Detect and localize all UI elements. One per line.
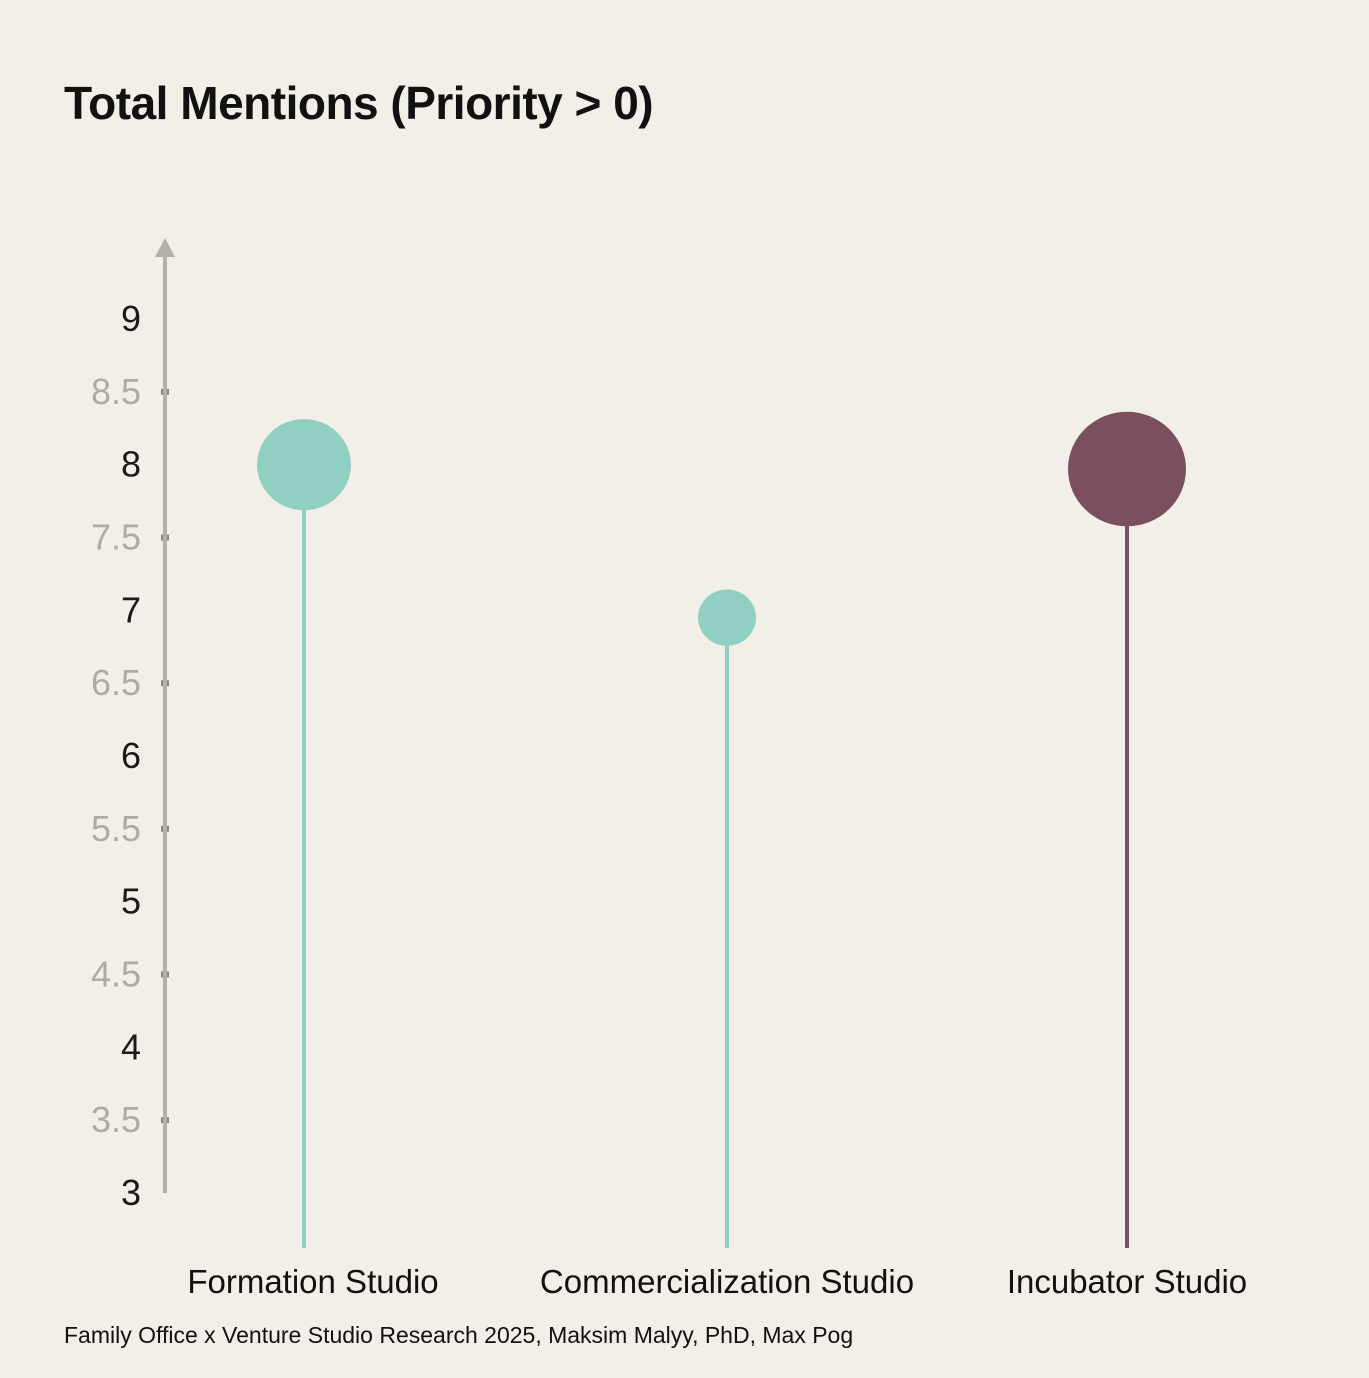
x-category-label: Commercialization Studio: [540, 1263, 914, 1300]
y-minor-tick-label: 7.5: [91, 517, 141, 558]
chart-title: Total Mentions (Priority > 0): [64, 77, 654, 129]
y-tick-label: 9: [121, 298, 141, 339]
lollipop-marker[interactable]: [698, 589, 756, 646]
y-minor-tick-label: 6.5: [91, 662, 141, 703]
y-tick-label: 8: [121, 444, 141, 485]
y-tick-label: 4: [121, 1026, 141, 1067]
lollipop-marker[interactable]: [1068, 411, 1186, 527]
x-category-label: Incubator Studio: [1007, 1263, 1247, 1300]
y-minor-tick-label: 8.5: [91, 371, 141, 412]
y-minor-tick-label: 3.5: [91, 1099, 141, 1140]
y-tick-label: 6: [121, 735, 141, 776]
y-tick-label: 3: [121, 1172, 141, 1213]
y-minor-tick-label: 4.5: [91, 954, 141, 995]
source-footer: Family Office x Venture Studio Research …: [64, 1322, 854, 1348]
x-category-label: Formation Studio: [187, 1263, 438, 1300]
y-axis-arrow: [155, 238, 175, 257]
y-minor-tick-label: 5.5: [91, 808, 141, 849]
y-tick-label: 5: [121, 881, 141, 922]
y-tick-label: 7: [121, 589, 141, 630]
lollipop-marker[interactable]: [257, 419, 351, 511]
